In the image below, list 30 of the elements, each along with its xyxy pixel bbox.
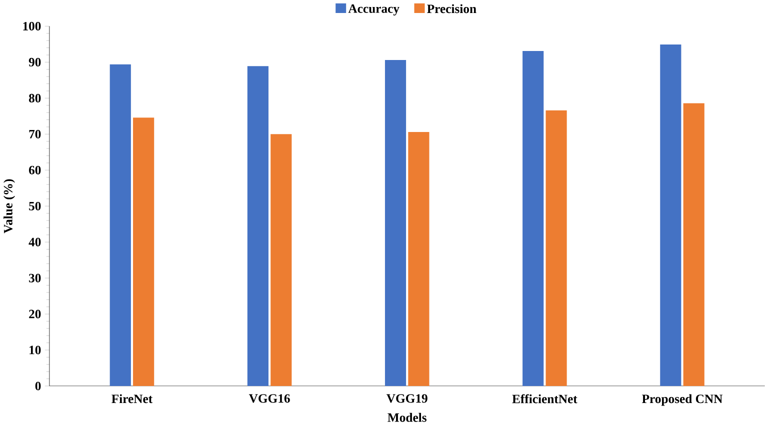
bar: [133, 117, 154, 386]
y-tick-label: 30: [29, 274, 41, 282]
y-tick-label: 100: [23, 22, 41, 30]
y-axis-title: Value (%): [4, 179, 15, 234]
legend-label: Precision: [427, 4, 476, 13]
x-tick-label: VGG16: [248, 394, 290, 403]
bar: [546, 110, 567, 386]
y-tick-label: 10: [30, 346, 41, 354]
x-tick-label: Proposed CNN: [642, 394, 723, 406]
bar: [660, 44, 682, 386]
x-tick-label: EfficientNet: [512, 394, 578, 404]
bar: [683, 103, 704, 386]
bar: [522, 50, 544, 386]
bar: [408, 132, 430, 386]
legend-label: Accuracy: [348, 4, 400, 16]
y-tick-label: 40: [28, 238, 41, 246]
y-tick-label: 90: [28, 58, 41, 66]
bar: [247, 66, 268, 386]
x-axis-title: Models: [388, 412, 426, 422]
y-tick-label: 60: [28, 166, 41, 174]
y-tick-label: 50: [29, 202, 41, 210]
y-tick-label: 80: [28, 94, 41, 102]
bar: [270, 134, 292, 386]
bar: [384, 60, 406, 386]
x-tick-label: FireNet: [112, 394, 153, 403]
x-tick-label: VGG19: [386, 394, 428, 403]
y-tick-label: 20: [29, 310, 41, 318]
y-tick-label: 70: [29, 130, 41, 138]
y-tick-label: 0: [35, 382, 41, 390]
bar: [110, 64, 131, 386]
